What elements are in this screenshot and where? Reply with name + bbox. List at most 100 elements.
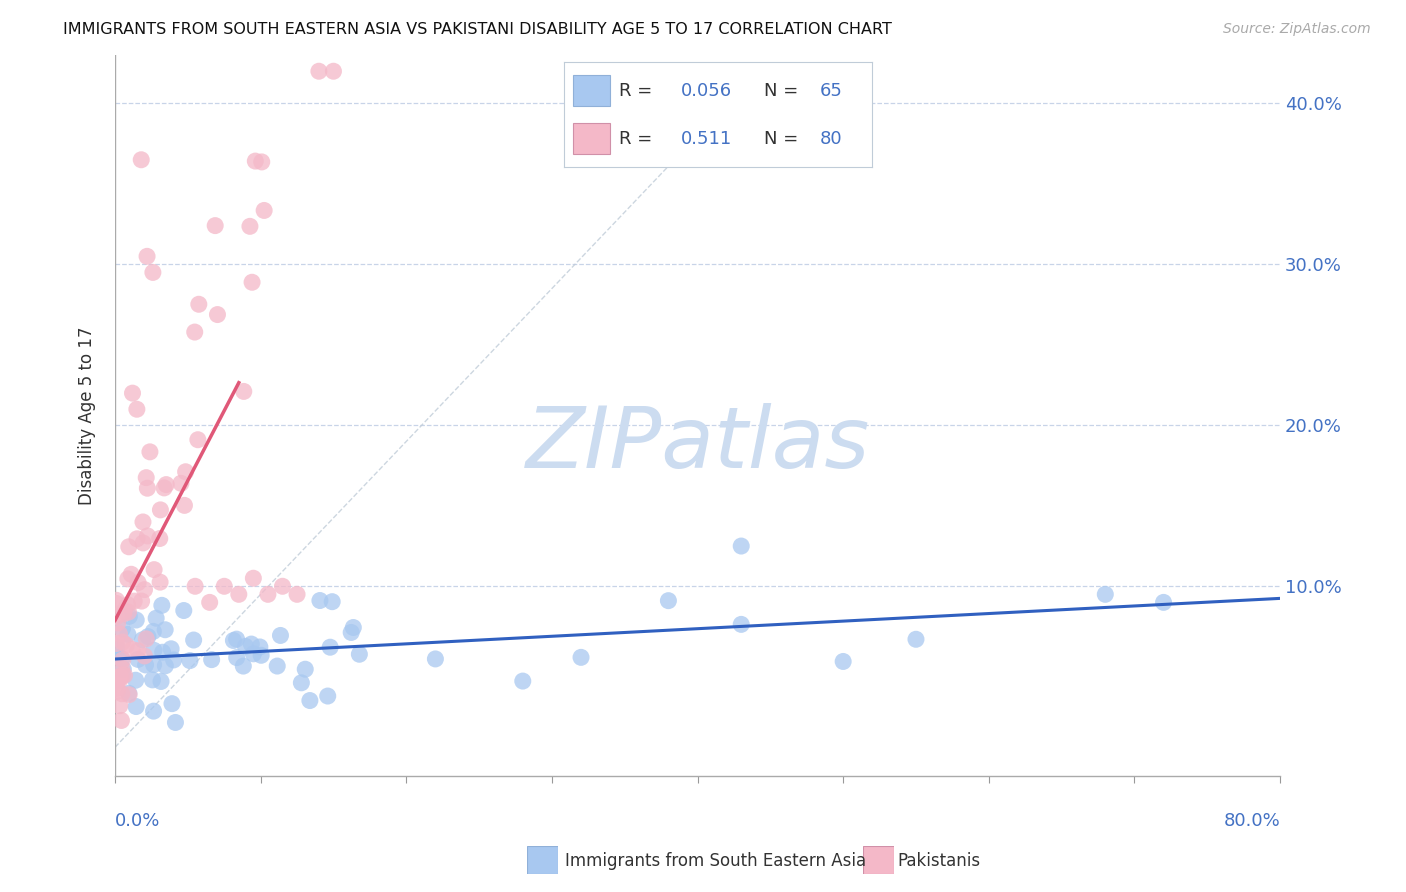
Point [143, 563, 166, 577]
Point [249, 640, 271, 654]
Text: Source: ZipAtlas.com: Source: ZipAtlas.com [1223, 22, 1371, 37]
Point [110, 670, 132, 684]
Point [142, 643, 165, 657]
Point [142, 265, 165, 279]
Point [107, 672, 129, 686]
Point [117, 605, 139, 619]
Point [107, 673, 129, 688]
Text: IMMIGRANTS FROM SOUTH EASTERN ASIA VS PAKISTANI DISABILITY AGE 5 TO 17 CORRELATI: IMMIGRANTS FROM SOUTH EASTERN ASIA VS PA… [63, 22, 893, 37]
Point [235, 640, 257, 654]
Point [110, 714, 132, 728]
Point [125, 532, 148, 546]
Point [121, 642, 143, 657]
Point [108, 627, 131, 641]
Point [187, 433, 209, 447]
Point [832, 655, 855, 669]
Point [131, 594, 153, 608]
Point [139, 445, 162, 459]
Point [183, 325, 205, 339]
Point [240, 275, 263, 289]
Point [319, 640, 342, 655]
Point [141, 673, 163, 687]
Point [425, 652, 447, 666]
Point [155, 477, 177, 491]
Point [1094, 587, 1116, 601]
Point [135, 632, 157, 646]
Point [730, 539, 752, 553]
Point [271, 579, 294, 593]
Point [105, 681, 128, 696]
Point [187, 297, 209, 311]
Point [134, 582, 156, 597]
Point [149, 503, 172, 517]
Point [240, 637, 263, 651]
Point [114, 668, 136, 682]
Point [253, 203, 276, 218]
Point [321, 595, 343, 609]
Point [269, 628, 291, 642]
Point [127, 643, 149, 657]
Point [342, 620, 364, 634]
Text: Pakistanis: Pakistanis [897, 852, 980, 870]
Point [309, 593, 332, 607]
Point [108, 698, 131, 713]
Point [316, 689, 339, 703]
Point [349, 647, 371, 661]
Point [136, 249, 159, 263]
Point [122, 594, 145, 608]
Point [111, 687, 134, 701]
Point [153, 481, 176, 495]
Point [150, 674, 173, 689]
Point [142, 657, 165, 672]
Point [204, 219, 226, 233]
Point [160, 697, 183, 711]
Point [730, 617, 752, 632]
Point [112, 604, 135, 618]
Point [228, 587, 250, 601]
Text: ZIPatlas: ZIPatlas [526, 403, 870, 486]
Point [117, 598, 139, 612]
Point [127, 652, 149, 666]
Point [285, 587, 308, 601]
Point [225, 650, 247, 665]
Point [266, 659, 288, 673]
Point [125, 699, 148, 714]
Y-axis label: Disability Age 5 to 17: Disability Age 5 to 17 [79, 326, 96, 505]
Point [298, 693, 321, 707]
Point [136, 481, 159, 495]
Point [112, 607, 135, 621]
Point [242, 647, 264, 661]
Point [111, 622, 134, 636]
Point [257, 587, 280, 601]
Point [134, 648, 156, 663]
Point [232, 384, 254, 399]
Point [142, 624, 165, 639]
Point [250, 648, 273, 663]
Point [108, 673, 131, 687]
Point [207, 308, 229, 322]
Text: 0.0%: 0.0% [115, 812, 160, 830]
Point [184, 579, 207, 593]
Point [111, 661, 134, 675]
Point [170, 476, 193, 491]
Point [512, 674, 534, 689]
Point [121, 386, 143, 401]
Point [135, 470, 157, 484]
Point [173, 603, 195, 617]
Point [125, 673, 148, 688]
Point [179, 654, 201, 668]
Point [111, 652, 134, 666]
Point [1153, 595, 1175, 609]
Point [118, 609, 141, 624]
Point [108, 649, 131, 664]
Point [105, 593, 128, 607]
Point [117, 627, 139, 641]
Point [111, 635, 134, 649]
Point [107, 684, 129, 698]
Point [201, 653, 224, 667]
Point [322, 64, 344, 78]
Point [131, 632, 153, 647]
Point [105, 609, 128, 624]
Point [225, 632, 247, 647]
Point [242, 571, 264, 585]
